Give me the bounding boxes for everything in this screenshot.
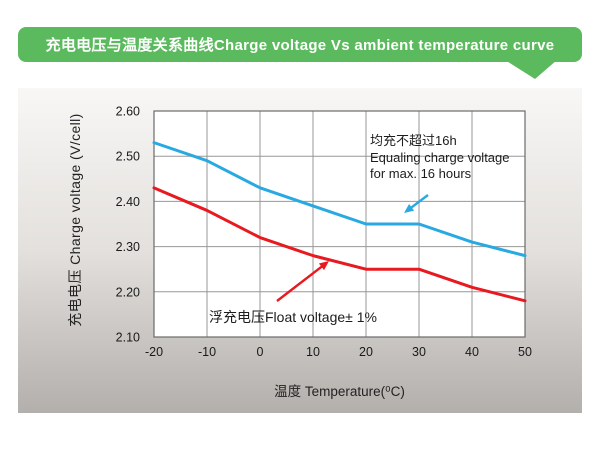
- header-banner: 充电电压与温度关系曲线Charge voltage Vs ambient tem…: [18, 27, 582, 62]
- page-title: 充电电压与温度关系曲线Charge voltage Vs ambient tem…: [45, 37, 555, 54]
- plot-border: [153, 110, 526, 338]
- x-tick-label: -20: [145, 345, 163, 359]
- x-tick-label: 50: [518, 345, 532, 359]
- y-tick-label: 2.10: [116, 331, 140, 345]
- x-axis-title: 温度 Temperature(⁰C): [274, 384, 405, 399]
- annotation-float-line1: 浮充电压Float voltage± 1%: [209, 309, 377, 325]
- annotation-equalize-line2: Equaling charge voltage: [370, 149, 510, 165]
- y-axis-title: 充电电压 Charge voltage (V/cell): [67, 113, 83, 327]
- x-tick-label: 10: [306, 345, 320, 359]
- y-tick-label: 2.20: [116, 285, 140, 299]
- annotation-equalize: 均充不超过16h Equaling charge voltage for max…: [370, 133, 510, 183]
- x-tick-label: 0: [257, 345, 264, 359]
- speech-bubble-tail-icon: [505, 60, 557, 79]
- y-tick-label: 2.40: [116, 195, 140, 209]
- x-tick-label: 30: [412, 345, 426, 359]
- float-arrow-icon: [276, 263, 325, 302]
- y-tick-label: 2.30: [116, 240, 140, 254]
- annotation-equalize-line3: for max. 16 hours: [370, 166, 472, 181]
- x-tick-label: -10: [198, 345, 216, 359]
- float-arrow-icon-head: [318, 261, 329, 271]
- equalize-arrow-icon: [408, 194, 429, 211]
- y-tick-label: 2.60: [116, 105, 140, 119]
- annotation-float: 浮充电压Float voltage± 1%: [209, 307, 377, 327]
- plot-area: [154, 111, 525, 337]
- series-line-equalize: [152, 141, 527, 258]
- x-tick-label: 40: [465, 345, 479, 359]
- x-tick-label: 20: [359, 345, 373, 359]
- equalize-arrow-icon-head: [404, 203, 415, 213]
- y-tick-label: 2.50: [116, 150, 140, 164]
- annotation-equalize-line1: 均充不超过16h: [370, 133, 457, 148]
- series-line-float: [152, 186, 527, 303]
